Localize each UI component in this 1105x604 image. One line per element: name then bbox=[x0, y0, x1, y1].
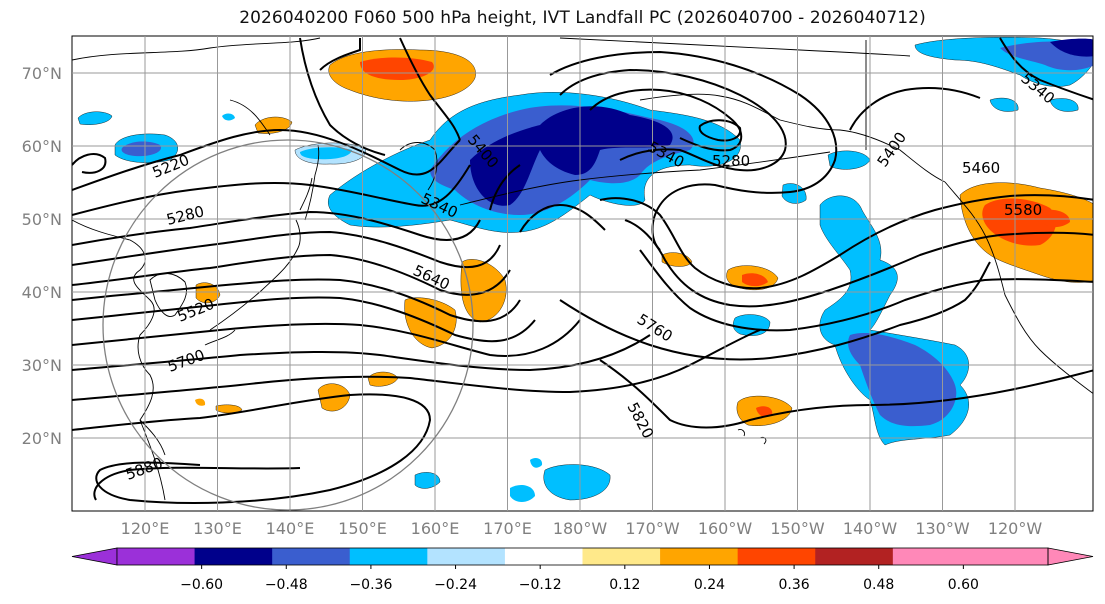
ivt-shading bbox=[77, 37, 1093, 502]
longitude-label: 120°W bbox=[988, 519, 1043, 538]
colorbar-tick-label: −0.60 bbox=[180, 577, 223, 593]
plot-frame bbox=[71, 35, 1094, 512]
colorbar-segment bbox=[892, 548, 971, 565]
colorbar-ticks: −0.60 −0.48 −0.36 −0.24 −0.12 0.12 0.24 0.36 0.4… bbox=[180, 565, 979, 593]
colorbar-segment bbox=[349, 548, 428, 565]
colorbar-tick-label: 0.48 bbox=[863, 577, 894, 593]
colorbar-tick-label: −0.12 bbox=[519, 577, 562, 593]
colorbar-tick-label: 0.60 bbox=[948, 577, 979, 593]
map-title: 2026040200 F060 500 hPa height, IVT Land… bbox=[239, 8, 926, 28]
colorbar-segment bbox=[970, 548, 1049, 565]
colorbar-arrow-left bbox=[71, 547, 118, 566]
colorbar-tick-label: 0.36 bbox=[779, 577, 810, 593]
colorbar-tick-label: −0.24 bbox=[434, 577, 477, 593]
longitude-label: 130°W bbox=[915, 519, 970, 538]
longitude-label: 160°E bbox=[411, 519, 460, 538]
colorbar-tick-label: 0.12 bbox=[609, 577, 640, 593]
colorbar-tick-label: 0.24 bbox=[694, 577, 725, 593]
longitude-label: 140°E bbox=[266, 519, 315, 538]
longitude-label: 170°E bbox=[483, 519, 532, 538]
latitude-label: 20°N bbox=[22, 429, 62, 448]
colorbar-frame bbox=[116, 547, 1049, 566]
coastlines bbox=[72, 37, 1093, 501]
longitude-label: 180°W bbox=[553, 519, 608, 538]
colorbar-segment bbox=[815, 548, 894, 565]
contour-label-5280-b: 5280 bbox=[712, 152, 750, 170]
latitude-labels: 70°N 60°N 50°N 40°N 30°N 20°N bbox=[22, 64, 62, 448]
longitude-label: 170°W bbox=[625, 519, 680, 538]
longitude-label: 130°E bbox=[193, 519, 242, 538]
radius-circle bbox=[102, 139, 474, 511]
colorbar-tick-label: −0.36 bbox=[349, 577, 392, 593]
latitude-label: 70°N bbox=[22, 64, 62, 83]
colorbar-tick-label: −0.48 bbox=[265, 577, 308, 593]
longitude-label: 150°W bbox=[770, 519, 825, 538]
longitude-label: 120°E bbox=[121, 519, 170, 538]
colorbar-segment bbox=[660, 548, 739, 565]
colorbar-segment bbox=[427, 548, 506, 565]
latitude-label: 30°N bbox=[22, 356, 62, 375]
longitude-labels: 120°E 130°E 140°E 150°E 160°E 170°E 180°W 170°W… bbox=[121, 519, 1043, 538]
latitude-label: 60°N bbox=[22, 137, 62, 156]
colorbar-arrow-right bbox=[1047, 547, 1094, 566]
colorbar bbox=[71, 547, 1094, 566]
longitude-label: 160°W bbox=[698, 519, 753, 538]
contour-label-5580: 5580 bbox=[1004, 201, 1042, 219]
colorbar-segment bbox=[117, 548, 196, 565]
colorbar-segment bbox=[737, 548, 816, 565]
longitude-label: 140°W bbox=[843, 519, 898, 538]
longitude-label: 150°E bbox=[338, 519, 387, 538]
latitude-label: 40°N bbox=[22, 283, 62, 302]
latitude-label: 50°N bbox=[22, 210, 62, 229]
gridlines bbox=[72, 36, 1093, 511]
colorbar-segment bbox=[194, 548, 273, 565]
colorbar-segment bbox=[582, 548, 661, 565]
height-contours bbox=[72, 37, 1093, 504]
contour-label-5460: 5460 bbox=[962, 159, 1000, 177]
colorbar-segment bbox=[272, 548, 351, 565]
colorbar-segment bbox=[504, 548, 583, 565]
